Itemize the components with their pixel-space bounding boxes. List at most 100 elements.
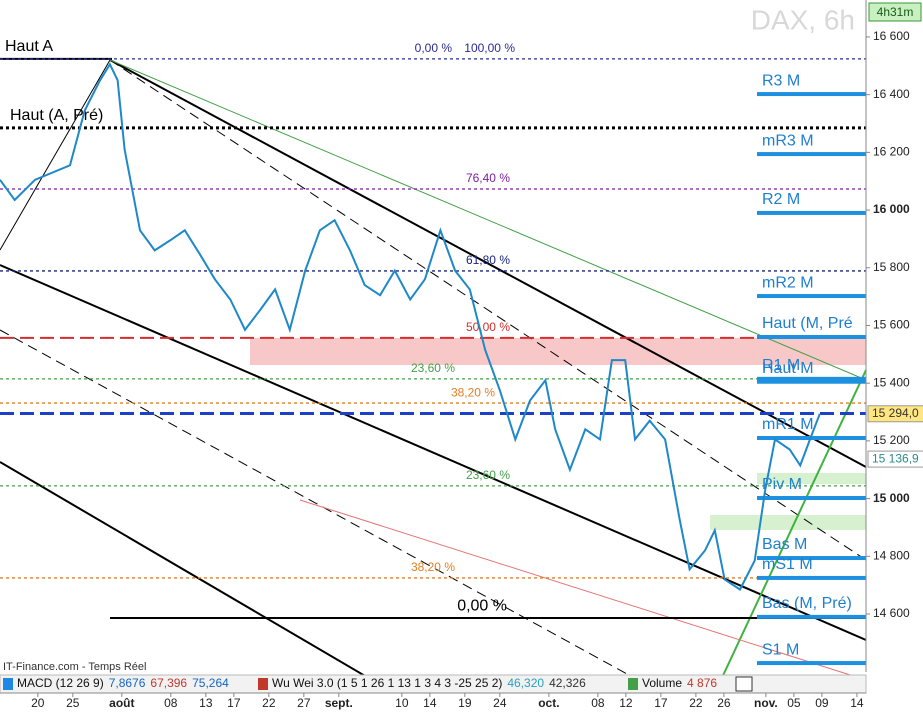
x-tick-label: oct.: [538, 696, 559, 710]
indicator-value: 46,320: [507, 676, 544, 690]
x-tick-label: 05: [787, 696, 801, 710]
x-axis-band: [0, 693, 866, 714]
price-tag-label: 15 294,0: [872, 406, 919, 420]
level-label: 23,60 %: [411, 361, 455, 375]
source: IT-Finance.com - Temps Réel: [3, 661, 146, 673]
pivot-bar: [757, 294, 866, 299]
zone: [710, 515, 866, 530]
indicator-icon: [628, 678, 638, 690]
pivot-label: Piv M: [762, 476, 802, 493]
indicator-value: 42,326: [549, 676, 586, 690]
pivot-label: Bas (M, Pré): [762, 595, 852, 612]
y-axis: 16 600 16 400 16 200 16 000 15 800 15 600 15 4…: [866, 29, 910, 620]
level-label: Haut (A, Pré): [10, 107, 103, 124]
y-tick-label: 15 000: [873, 491, 910, 505]
level-label: 38,20 %: [451, 385, 495, 399]
pivot-label: R2 M: [762, 191, 800, 208]
level-label: 38,20 %: [411, 560, 455, 574]
y-tick-label: 15 600: [873, 318, 910, 332]
level-label: 76,40 %: [466, 171, 510, 185]
x-tick-label: 22: [689, 696, 703, 710]
y-tick-label: 16 200: [873, 145, 910, 159]
trend-line: [109, 59, 867, 381]
y-tick-label: 16 400: [873, 87, 910, 101]
pivot-bar: [757, 92, 866, 97]
pivot-bar: [757, 379, 866, 384]
levels: Haut A 0,00 % 100,00 % Haut (A, Pré) 76,40 %…: [0, 38, 866, 620]
pivot-label: S1 M: [762, 641, 799, 658]
level-label: 50,00 %: [466, 320, 510, 334]
channel-line: [0, 329, 701, 714]
pivot-label: mS1 M: [762, 556, 813, 573]
y-tick-label: 15 400: [873, 375, 910, 389]
indicator-name: MACD (12 26 9): [17, 676, 104, 690]
window-icon[interactable]: [735, 676, 753, 692]
zone: [757, 473, 866, 484]
timer: 4h31m: [877, 5, 914, 19]
x-tick-label: 12: [619, 696, 633, 710]
channel-line: [109, 59, 867, 561]
trend-line: [0, 59, 111, 251]
pivot-bar: [757, 210, 866, 215]
x-tick-label: 14: [850, 696, 864, 710]
indicator-name: Wu Wei 3.0 (1 5 1 26 1 13 1 3 4 3 -25 25…: [272, 676, 502, 690]
indicator-name: Volume: [642, 676, 682, 690]
level-label: 100,00 %: [464, 41, 515, 55]
indicators: MACD (12 26 9) 7,8676 67,396 75,264 Wu Wei 3…: [3, 676, 717, 690]
x-tick-label: nov.: [754, 696, 778, 710]
level-label: 23,60 %: [466, 468, 510, 482]
x-tick-label: 27: [297, 696, 311, 710]
x-tick-label: août: [109, 696, 134, 710]
pivot-label: mR1 M: [762, 416, 814, 433]
pivot-bar: [757, 335, 866, 340]
indicator-icon: [258, 678, 268, 690]
pivot-label: R3 M: [762, 72, 800, 89]
x-tick-label: 08: [164, 696, 178, 710]
indicator-value: 67,396: [150, 676, 187, 690]
x-tick-label: sept.: [325, 696, 353, 710]
x-tick-label: 17: [227, 696, 241, 710]
x-tick-label: 13: [199, 696, 213, 710]
x-tick-label: 08: [591, 696, 605, 710]
y-tick-label: 14 800: [873, 548, 910, 562]
x-tick-label: 26: [717, 696, 731, 710]
price: [0, 62, 821, 591]
timer-box: [868, 2, 922, 22]
x-tick-label: 20: [31, 696, 45, 710]
indicator-value: 4 876: [687, 676, 717, 690]
indicator-icon: [3, 678, 13, 690]
pivot-label: R1 M: [762, 357, 800, 374]
y-tick-label: 15 200: [873, 433, 910, 447]
x-tick-label: 22: [262, 696, 276, 710]
pivot-label: mR2 M: [762, 274, 814, 291]
channel-line: [0, 461, 431, 714]
y-tick-label: 15 800: [873, 260, 910, 274]
price-tag: [867, 450, 923, 468]
level-label: Haut A: [5, 38, 53, 55]
symbol: DAX, 6h: [751, 4, 855, 35]
pivot-bar: [757, 556, 866, 561]
indicator-value: 7,8676: [109, 676, 146, 690]
level-label: 61,80 %: [466, 253, 510, 267]
pivot-bar: [757, 661, 866, 666]
x-tick-label: 09: [815, 696, 829, 710]
pivot-bar: [757, 575, 866, 580]
trend-line: [299, 499, 867, 681]
indicator-value: 75,264: [192, 676, 229, 690]
y-tick-label: 14 600: [873, 606, 910, 620]
y-tick-label: 16 000: [873, 202, 910, 216]
price-tag-label: 15 136,9: [872, 451, 919, 465]
level-label: 0,00 %: [457, 597, 507, 614]
x-tick-label: 24: [493, 696, 507, 710]
pivot-label: Haut (M, Pré: [762, 315, 853, 332]
x-tick-label: 25: [66, 696, 80, 710]
pivot-bar: [757, 376, 866, 381]
x-tick-label: 14: [423, 696, 437, 710]
x-tick-label: 10: [395, 696, 409, 710]
x-tick-label: 17: [654, 696, 668, 710]
y-tick-label: 16 600: [873, 29, 910, 43]
x-axis: 20 25 août 08 13 17 22 27 sept. 10 14 19 24 oct. 08 12 1…: [31, 693, 864, 710]
level-label: 0,00 %: [415, 41, 453, 55]
trend-line: [704, 369, 867, 714]
